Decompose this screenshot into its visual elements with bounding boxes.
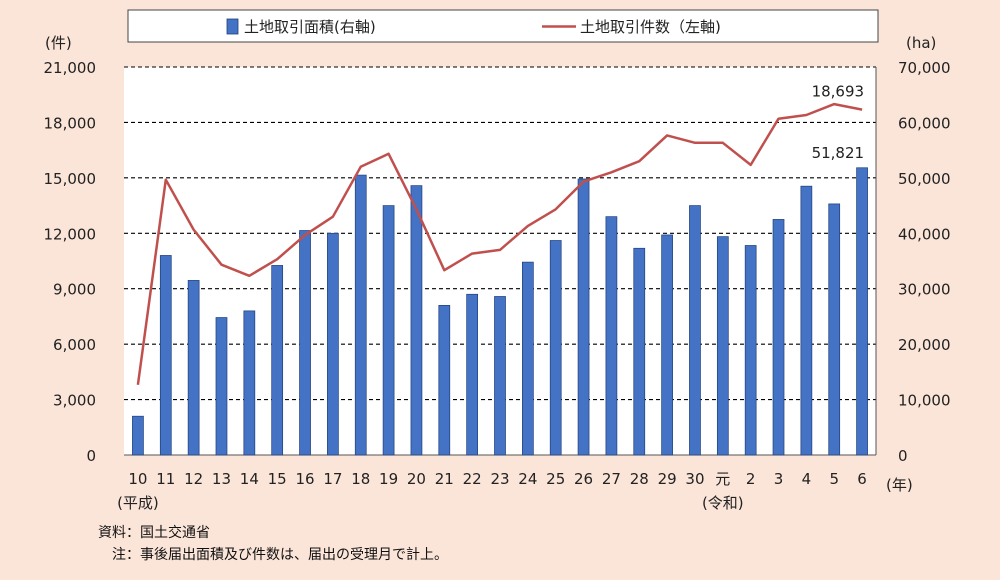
- footnote: 注：事後届出面積及び件数は、届出の受理月で計上。: [98, 547, 448, 563]
- x-tick-label: 24: [518, 470, 537, 488]
- x-tick-label: 28: [630, 470, 649, 488]
- right-tick-label: 0: [898, 447, 908, 465]
- x-tick-label: 13: [212, 470, 231, 488]
- right-tick-label: 70,000: [898, 59, 951, 77]
- right-tick-label: 40,000: [898, 225, 951, 243]
- right-tick-label: 50,000: [898, 170, 951, 188]
- x-tick-label: 10: [128, 470, 147, 488]
- x-axis-unit: (年): [886, 476, 913, 494]
- left-axis-unit: (件): [45, 34, 72, 52]
- x-tick-label: 15: [268, 470, 287, 488]
- bar: [744, 245, 757, 456]
- right-axis-unit: (ha): [906, 34, 936, 52]
- x-tick-label: 21: [435, 470, 454, 488]
- bar: [828, 203, 841, 456]
- x-tick-label: 4: [802, 470, 812, 488]
- x-tick-label: 11: [156, 470, 175, 488]
- x-tick-label: 20: [407, 470, 426, 488]
- x-tick-label: 26: [574, 470, 593, 488]
- bar: [689, 205, 701, 456]
- bar: [661, 234, 673, 456]
- right-tick-label: 30,000: [898, 281, 951, 299]
- bar: [494, 296, 506, 456]
- left-tick-label: 21,000: [44, 59, 97, 77]
- bar: [299, 230, 311, 456]
- x-tick-label: 25: [546, 470, 565, 488]
- x-tick-label: 3: [774, 470, 784, 488]
- bar: [633, 247, 646, 456]
- x-tick-label: 元: [715, 470, 730, 488]
- x-tick-label: 18: [351, 470, 370, 488]
- left-tick-label: 9,000: [53, 281, 96, 299]
- legend-line-label: 土地取引件数（左軸): [580, 18, 721, 36]
- bar: [716, 236, 729, 456]
- left-tick-label: 12,000: [44, 225, 97, 243]
- data-label: 51,821: [812, 144, 865, 162]
- right-tick-label: 10,000: [898, 392, 951, 410]
- source-note: 資料：国土交通省: [98, 525, 210, 541]
- bar: [132, 415, 144, 456]
- legend: 土地取引面積(右軸) 土地取引件数（左軸): [127, 9, 879, 43]
- x-tick-label: 30: [685, 470, 704, 488]
- bar: [522, 261, 534, 456]
- bar: [772, 219, 785, 456]
- x-tick-label: 23: [490, 470, 509, 488]
- left-tick-label: 18,000: [44, 114, 97, 132]
- bar: [159, 255, 172, 456]
- x-tick-label: 16: [295, 470, 314, 488]
- x-tick-label: 29: [658, 470, 677, 488]
- legend-bar-label: 土地取引面積(右軸): [244, 18, 376, 36]
- x-tick-label: 2: [746, 470, 756, 488]
- era-label: (令和): [702, 494, 744, 512]
- right-tick-label: 60,000: [898, 114, 951, 132]
- x-tick-label: 27: [602, 470, 621, 488]
- legend-box: [127, 9, 879, 43]
- bar: [549, 240, 562, 456]
- x-tick-label: 12: [184, 470, 203, 488]
- legend-bar-swatch: [226, 18, 239, 35]
- bar: [243, 310, 256, 456]
- x-tick-label: 6: [857, 470, 867, 488]
- bar: [856, 167, 868, 456]
- line-series: [136, 102, 863, 385]
- bar: [354, 174, 367, 456]
- data-label: 18,693: [812, 83, 865, 101]
- left-tick-label: 15,000: [44, 170, 97, 188]
- left-tick-label: 0: [86, 447, 96, 465]
- bar: [271, 265, 284, 456]
- x-tick-label: 17: [323, 470, 342, 488]
- bar: [466, 293, 478, 456]
- bar: [382, 205, 395, 456]
- x-tick-label: 14: [240, 470, 259, 488]
- bar: [215, 317, 228, 456]
- bar: [800, 185, 813, 456]
- bar: [187, 280, 200, 456]
- era-label: (平成): [117, 494, 159, 512]
- right-tick-label: 20,000: [898, 336, 951, 354]
- x-tick-label: 19: [379, 470, 398, 488]
- left-tick-label: 3,000: [53, 392, 96, 410]
- x-tick-label: 5: [829, 470, 839, 488]
- left-tick-label: 6,000: [53, 336, 96, 354]
- bar: [410, 185, 423, 456]
- bar: [327, 232, 339, 456]
- bar: [577, 178, 590, 456]
- x-tick-label: 22: [463, 470, 482, 488]
- bar: [438, 304, 451, 456]
- plot-area: 0 3,000 6,000 9,000 12,000 15,000 18,000 21,000…: [44, 59, 951, 512]
- bar: [605, 216, 618, 456]
